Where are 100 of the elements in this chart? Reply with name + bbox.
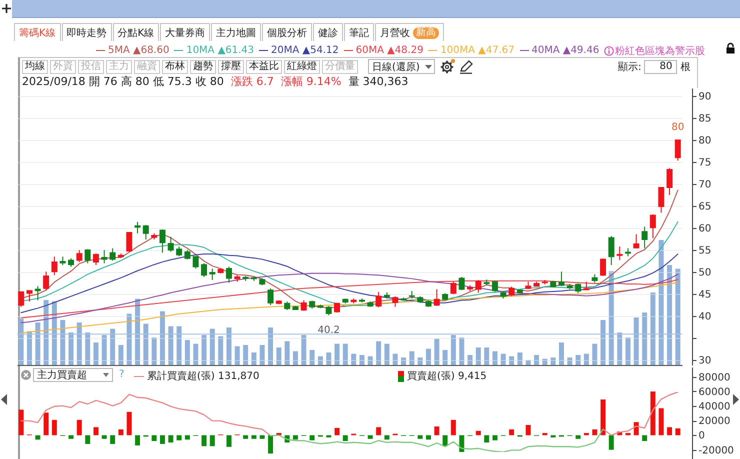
- bar: [135, 435, 140, 446]
- bar: [243, 435, 248, 439]
- bar: [68, 332, 74, 365]
- bar: [442, 435, 448, 446]
- text: 日線(還原): [372, 60, 420, 74]
- candlestick: [616, 246, 623, 261]
- bar: [126, 412, 132, 436]
- candlestick: [575, 283, 582, 294]
- bar: [617, 332, 622, 365]
- bar: [558, 342, 564, 365]
- bar: [658, 408, 664, 436]
- bar: [484, 435, 490, 443]
- candlestick: [18, 290, 24, 308]
- text: 主力地圖: [216, 26, 256, 40]
- candlestick: [184, 250, 190, 260]
- y-tick-label: 0: [698, 430, 705, 442]
- candlestick: [126, 232, 132, 252]
- annotation: 40.2: [318, 325, 340, 336]
- bar: [52, 301, 57, 365]
- y-tick-label: 55: [698, 246, 712, 257]
- bar: [476, 348, 481, 365]
- bar: [576, 435, 581, 439]
- text: 個股分析: [267, 26, 308, 40]
- y-tick-label: 50: [698, 268, 712, 279]
- bar: [310, 435, 315, 440]
- bar: [326, 352, 332, 365]
- bar: [76, 420, 82, 436]
- bar: [500, 354, 506, 365]
- bar: [168, 326, 174, 365]
- bar: [310, 350, 315, 365]
- bar: [251, 352, 256, 365]
- text: 顯示:: [618, 60, 642, 74]
- candlestick: [633, 234, 640, 249]
- candlestick: [434, 288, 440, 306]
- bar: [176, 326, 182, 365]
- bar: [368, 435, 373, 439]
- y-tick-label: 65: [698, 202, 712, 213]
- text: 新高: [413, 26, 440, 38]
- text: 根: [680, 60, 690, 74]
- text: 大量券商: [165, 26, 206, 40]
- candlestick: [34, 286, 41, 301]
- bar: [492, 435, 498, 440]
- bar: [52, 420, 57, 436]
- y-tick-label: 80: [698, 135, 712, 146]
- bar: [334, 428, 340, 436]
- bar: [642, 312, 648, 365]
- bar: [18, 410, 24, 436]
- text: 均線: [22, 60, 48, 74]
- bar: [152, 435, 157, 442]
- y-tick-label: 75: [698, 157, 712, 168]
- text: 即時走勢: [66, 26, 107, 40]
- text: 漲跌 6.7: [230, 74, 274, 89]
- bar: [226, 435, 232, 447]
- candlestick: [600, 258, 606, 277]
- candlestick: [84, 248, 91, 264]
- bar: [450, 420, 456, 436]
- bar: [608, 271, 614, 365]
- candlestick: [268, 288, 274, 306]
- annotation: 80: [671, 122, 684, 133]
- text: 筆記: [349, 26, 370, 40]
- bar: [468, 355, 473, 365]
- candlestick: [134, 221, 141, 234]
- text: 布林: [162, 60, 188, 74]
- candlestick: [92, 253, 99, 266]
- bar: [284, 341, 290, 365]
- bar: [18, 318, 24, 365]
- text: 投信: [78, 60, 104, 74]
- bar: [376, 341, 382, 365]
- bar: [202, 335, 207, 365]
- candlestick: [674, 139, 681, 162]
- bar: [68, 435, 74, 439]
- bar: [608, 435, 614, 450]
- bar: [193, 344, 198, 365]
- bar: [334, 344, 340, 365]
- candlestick: [326, 305, 332, 316]
- text: 分點K線: [118, 26, 154, 40]
- line-series: [20, 279, 678, 318]
- bar: [650, 391, 656, 436]
- bar: [342, 435, 348, 442]
- bar: [351, 354, 356, 365]
- legend-label: 買賣超(張) 9,415: [407, 370, 487, 383]
- bar: [143, 324, 148, 365]
- bar: [434, 426, 440, 436]
- y-tick-label: 70: [698, 180, 712, 191]
- candlestick: [142, 224, 149, 240]
- candlestick: [642, 226, 648, 249]
- bar: [210, 328, 215, 365]
- bar: [210, 435, 215, 446]
- bar: [152, 338, 157, 365]
- candlestick: [376, 291, 382, 308]
- annotation: 主力買賣超: [37, 368, 87, 382]
- bar: [650, 292, 656, 365]
- legend-label: 10MA ▲61.43: [186, 45, 254, 56]
- bar: [517, 352, 522, 365]
- candlestick: [492, 280, 498, 292]
- bar: [658, 240, 664, 365]
- bar: [93, 427, 98, 436]
- bar: [93, 342, 98, 365]
- bar: [168, 435, 174, 443]
- candlestick: [43, 271, 50, 291]
